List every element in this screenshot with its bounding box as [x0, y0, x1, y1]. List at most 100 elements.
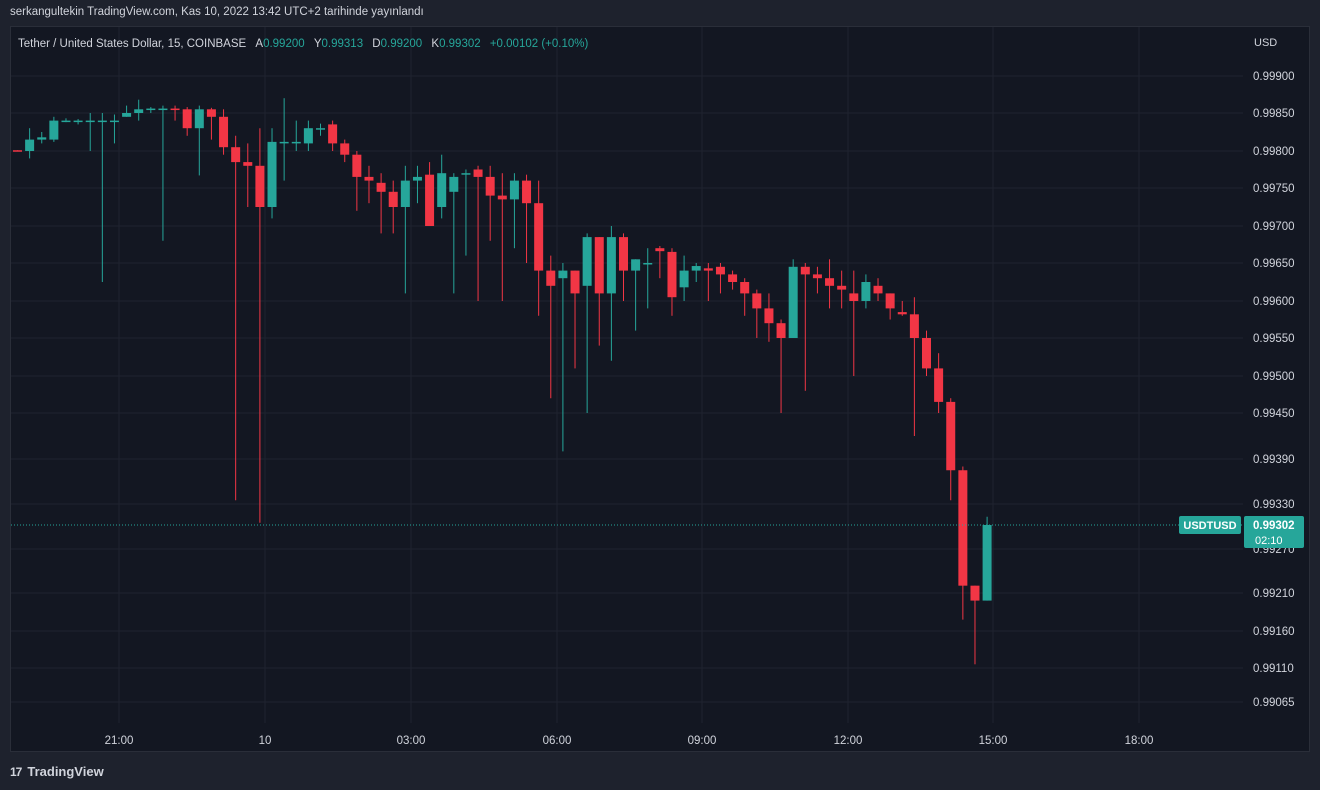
candle-body: [728, 274, 738, 282]
candle-body: [655, 248, 665, 252]
candle-body: [400, 180, 410, 207]
candle-body: [558, 270, 568, 279]
candle-body: [73, 120, 83, 123]
candle-body: [279, 141, 289, 144]
candle-body: [182, 109, 192, 129]
candle-body: [267, 141, 277, 207]
candle-body: [946, 401, 956, 471]
candle-body: [134, 109, 144, 113]
candle-body: [146, 108, 156, 111]
x-tick-label: 12:00: [834, 735, 863, 747]
candle-body: [243, 162, 253, 166]
candle-body: [922, 338, 931, 369]
candle-body: [800, 266, 810, 275]
candle-body: [291, 141, 301, 144]
symbol-label[interactable]: Tether / United States Dollar, 15, COINB…: [18, 38, 247, 50]
candle-body: [631, 259, 641, 271]
low-label: D: [372, 38, 381, 50]
candle-body: [909, 314, 919, 338]
candle-body: [231, 147, 241, 163]
tradingview-logo[interactable]: 17 TradingView: [10, 764, 104, 779]
y-tick-label: 0.99550: [1253, 333, 1295, 345]
candle-body: [934, 368, 944, 402]
candle-body: [897, 312, 907, 315]
candle-body: [982, 525, 992, 601]
candle-body: [61, 120, 71, 123]
candle-body: [388, 191, 398, 207]
y-tick-label: 0.99110: [1253, 663, 1294, 675]
candle-body: [461, 173, 471, 175]
candle-body: [255, 165, 265, 207]
candle-body: [25, 139, 35, 151]
candle-body: [582, 237, 592, 286]
candle-body: [958, 470, 968, 586]
y-tick-label: 0.99650: [1253, 258, 1295, 270]
ohlc-legend: Tether / United States Dollar, 15, COINB…: [18, 38, 588, 50]
candle-body: [206, 109, 216, 117]
low-value: 0.99200: [380, 38, 423, 50]
symbol-tag: [1179, 516, 1241, 534]
y-tick-label: 0.99850: [1253, 108, 1295, 120]
candle-body: [97, 120, 107, 123]
y-tick-label: 0.99800: [1253, 146, 1295, 158]
candle-body: [219, 116, 229, 148]
y-tick-label: 0.99210: [1253, 588, 1295, 600]
candle-body: [570, 270, 580, 294]
candle-body: [364, 176, 374, 181]
candle-body: [667, 251, 677, 298]
candle-body: [85, 120, 95, 123]
candle-body: [776, 323, 786, 338]
candle-body: [849, 293, 859, 301]
y-tick-label: 0.99390: [1253, 454, 1295, 466]
change-value: +0.00102 (+0.10%): [489, 38, 589, 50]
candle-body: [303, 128, 313, 144]
candle-body: [970, 585, 980, 601]
y-tick-label: 0.99450: [1253, 408, 1295, 420]
y-tick-label: 0.99160: [1253, 626, 1295, 638]
candle-body: [352, 154, 362, 177]
candle-body: [473, 169, 483, 177]
candle-body: [376, 182, 386, 192]
candle-body: [788, 266, 798, 338]
candle-body: [170, 108, 180, 111]
candle-body: [425, 174, 435, 226]
candle-body: [691, 266, 701, 271]
x-tick-label: 18:00: [1125, 735, 1154, 747]
candle-body: [13, 150, 22, 152]
candle-body: [449, 176, 459, 192]
candle-body: [328, 124, 338, 144]
tradingview-logo-text: TradingView: [27, 764, 104, 779]
candle-body: [509, 180, 519, 200]
y-tick-label: 0.99500: [1253, 371, 1295, 383]
candle-body: [546, 270, 556, 286]
candle-body: [740, 282, 750, 294]
candle-body: [825, 278, 835, 286]
open-label: A: [255, 38, 264, 50]
close-label: K: [431, 38, 440, 50]
candle-body: [873, 285, 883, 294]
candle-body: [594, 237, 604, 294]
candle-body: [812, 274, 822, 279]
currency-label[interactable]: USD: [1254, 37, 1278, 49]
x-tick-label: 09:00: [688, 735, 717, 747]
candle-body: [703, 268, 713, 271]
y-tick-label: 0.99700: [1253, 221, 1295, 233]
candle-body: [437, 173, 447, 207]
x-tick-label: 15:00: [979, 735, 1008, 747]
candle-body: [606, 237, 616, 294]
y-tick-label: 0.99900: [1253, 71, 1295, 83]
candle-body: [619, 237, 628, 271]
candle-body: [497, 195, 507, 200]
candle-body: [752, 293, 762, 309]
y-tick-label: 0.99600: [1253, 296, 1295, 308]
tradingview-logo-icon: 17: [10, 764, 22, 779]
y-tick-label: 0.99065: [1253, 697, 1295, 709]
candle-body: [412, 176, 422, 181]
candle-body: [885, 293, 895, 309]
x-tick-label: 06:00: [543, 735, 572, 747]
y-tick-label: 0.99750: [1253, 183, 1295, 195]
candle-body: [764, 308, 774, 324]
candle-body: [158, 108, 168, 111]
candle-body: [109, 120, 119, 123]
